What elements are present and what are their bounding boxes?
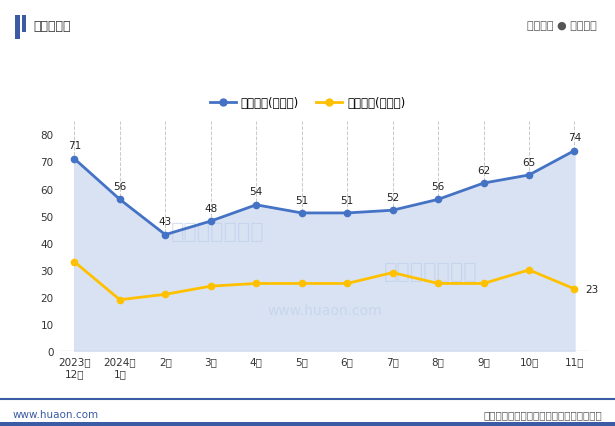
Text: 43: 43 bbox=[159, 217, 172, 227]
Text: 65: 65 bbox=[522, 157, 536, 167]
Text: 54: 54 bbox=[250, 187, 263, 197]
Legend: 出口总额(亿美元), 进口总额(亿美元): 出口总额(亿美元), 进口总额(亿美元) bbox=[205, 92, 410, 115]
Text: 2023-2024年湖北省商品收发货人所在地进、出口额: 2023-2024年湖北省商品收发货人所在地进、出口额 bbox=[162, 57, 453, 75]
Text: www.huaon.com: www.huaon.com bbox=[12, 409, 98, 419]
Text: 51: 51 bbox=[295, 195, 308, 205]
Bar bbox=[22, 16, 26, 33]
Text: 52: 52 bbox=[386, 193, 399, 202]
Text: www.huaon.com: www.huaon.com bbox=[267, 303, 382, 317]
Text: 62: 62 bbox=[477, 165, 490, 176]
Text: 华经情报网: 华经情报网 bbox=[34, 20, 71, 32]
Text: 华经产业研究院: 华经产业研究院 bbox=[171, 222, 265, 242]
Text: 数据来源：中国海关，华经产业研究院整理: 数据来源：中国海关，华经产业研究院整理 bbox=[484, 409, 603, 419]
Text: 华经产业研究院: 华经产业研究院 bbox=[384, 261, 478, 281]
Text: 74: 74 bbox=[568, 133, 581, 143]
Text: 专业严谨 ● 客观科学: 专业严谨 ● 客观科学 bbox=[527, 21, 597, 31]
Text: 51: 51 bbox=[341, 195, 354, 205]
Text: 48: 48 bbox=[204, 203, 217, 213]
Text: 56: 56 bbox=[113, 181, 127, 192]
Bar bbox=[15, 16, 20, 40]
Text: 23: 23 bbox=[585, 284, 599, 294]
Text: 71: 71 bbox=[68, 141, 81, 151]
Bar bbox=[0, 422, 615, 426]
Text: 56: 56 bbox=[432, 181, 445, 192]
